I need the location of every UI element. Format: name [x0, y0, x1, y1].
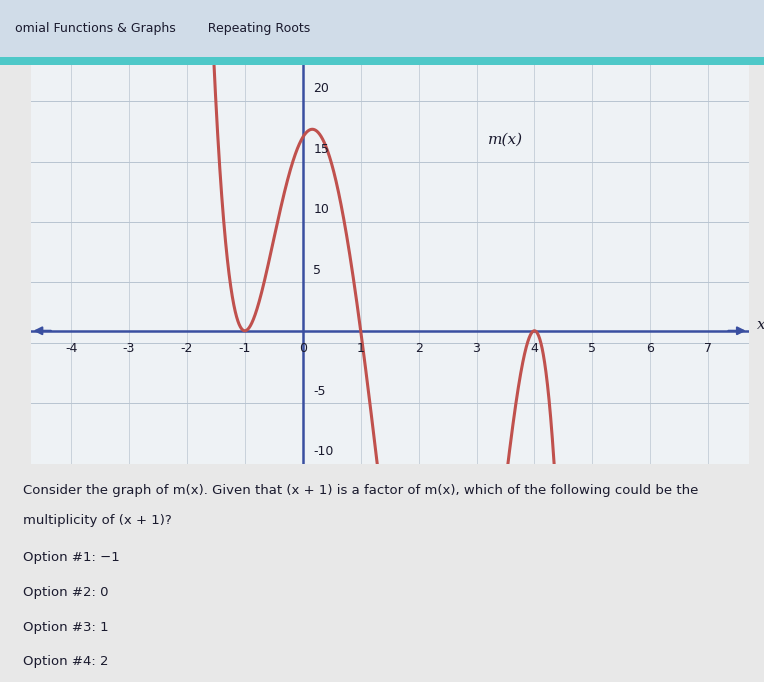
- Text: 4: 4: [530, 342, 539, 355]
- Text: x: x: [757, 318, 764, 331]
- Text: 10: 10: [313, 203, 329, 216]
- Text: multiplicity of (x + 1)?: multiplicity of (x + 1)?: [23, 514, 171, 527]
- Text: 2: 2: [415, 342, 422, 355]
- Text: 7: 7: [704, 342, 712, 355]
- Text: Option #2: 0: Option #2: 0: [23, 586, 108, 599]
- Text: -5: -5: [313, 385, 325, 398]
- Text: 20: 20: [313, 83, 329, 95]
- Text: -1: -1: [238, 342, 251, 355]
- Text: Option #1: −1: Option #1: −1: [23, 551, 119, 564]
- Text: m(x): m(x): [488, 132, 523, 147]
- Text: 15: 15: [313, 143, 329, 156]
- Text: omial Functions & Graphs        Repeating Roots: omial Functions & Graphs Repeating Roots: [15, 23, 310, 35]
- Text: 3: 3: [473, 342, 481, 355]
- Text: -4: -4: [65, 342, 77, 355]
- Text: 0: 0: [299, 342, 307, 355]
- Text: -2: -2: [181, 342, 193, 355]
- Text: 6: 6: [646, 342, 654, 355]
- Text: Consider the graph of m(x). Given that (x + 1) is a factor of m(x), which of the: Consider the graph of m(x). Given that (…: [23, 484, 698, 496]
- Text: Option #4: 2: Option #4: 2: [23, 655, 108, 668]
- Text: Option #3: 1: Option #3: 1: [23, 621, 108, 634]
- Text: 5: 5: [313, 264, 321, 277]
- Text: -10: -10: [313, 445, 334, 458]
- Text: -3: -3: [123, 342, 135, 355]
- Text: 1: 1: [357, 342, 364, 355]
- Text: 5: 5: [588, 342, 597, 355]
